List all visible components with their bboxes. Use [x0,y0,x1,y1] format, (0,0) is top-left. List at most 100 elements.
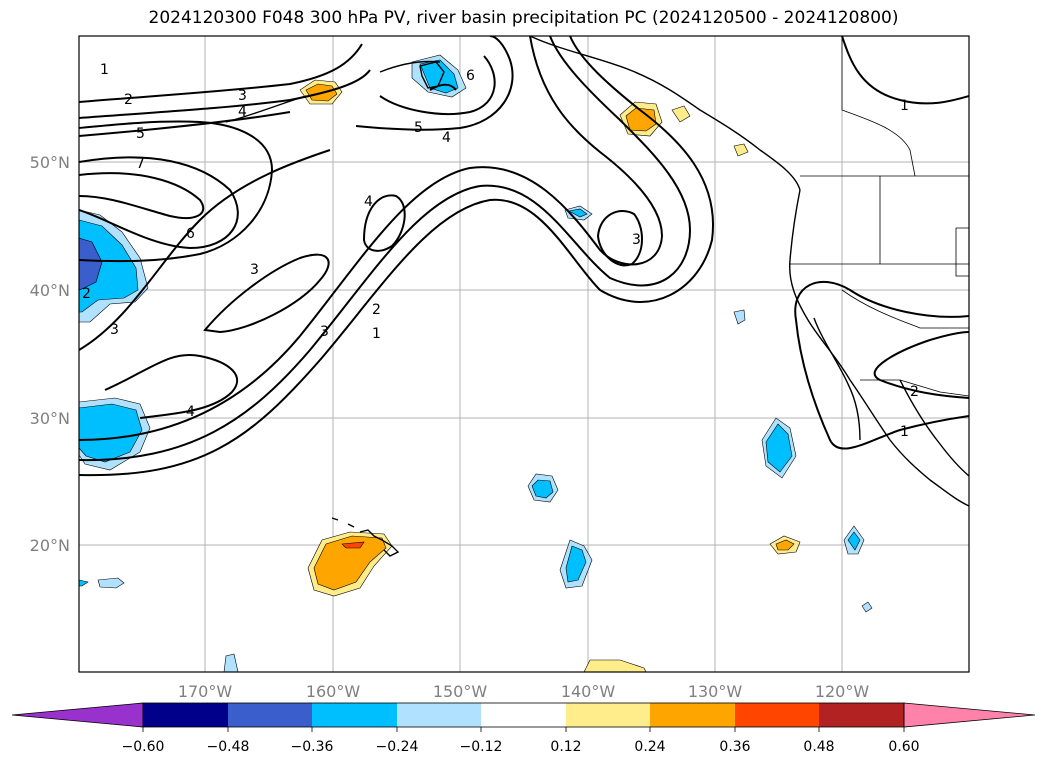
lat-label-50n: 50°N [30,153,70,172]
coast-gulf [899,379,969,477]
patch-negative-baja-core [765,423,793,473]
latitude-labels: 50°N 40°N 30°N 20°N [30,153,70,555]
contour-label: 2 [372,302,381,318]
contour-line [79,36,715,477]
figure-title: 2024120300 F048 300 hPa PV, river basin … [148,8,899,28]
patch-positive-coast [671,105,691,123]
lat-label-30n: 30°N [30,409,70,428]
contour-label: 1 [372,326,381,342]
contour-line [79,36,664,441]
contour-label: 2 [124,92,133,108]
colorbar-tick: 0.24 [634,739,665,755]
patch-positive-hawaii-red [341,541,365,549]
coast-west [788,189,969,507]
patch-positive-hawaii-core [313,535,387,591]
contour-line [429,83,457,91]
coastlines [225,36,969,557]
patch-negative-bottom [223,653,239,672]
map-area [79,36,969,672]
colorbar-tick: 0.60 [888,739,919,755]
colorbar-under-arrow [11,702,144,728]
patch-positive-bc [733,143,749,157]
patch-negative-15n [861,601,873,613]
borders [790,36,969,397]
colorbar-segment [312,703,397,727]
colorbar: −0.60 −0.48 −0.36 −0.24 −0.12 0.12 0.24 … [11,702,1036,755]
patch-negative-small-2 [79,579,89,587]
patch-negative-west-south-core [79,403,143,463]
colorbar-tick: −0.12 [460,739,503,755]
contour-label: 1 [900,98,909,114]
patch-negative-21n-core [847,531,861,551]
contour-label: 6 [186,226,195,242]
lon-label-160w: 160°W [306,682,361,701]
hawaii-islands [331,517,400,557]
colorbar-segment [819,703,904,727]
contour-labels: 1 2 3 4 5 7 6 3 2 3 4 3 2 1 4 5 4 6 3 1 … [82,62,919,440]
contour-line [79,43,363,103]
border-mexico [860,379,969,397]
colorbar-tick: −0.48 [207,739,250,755]
map-frame [78,35,970,673]
patch-negative-small-1 [97,577,125,589]
contour-line [794,281,969,450]
contour-line [79,111,291,137]
colorbar-segment [228,703,312,727]
colorbar-outline [142,702,905,728]
contour-label: 1 [900,424,909,440]
patch-negative-south-hawaii-core [565,545,587,583]
border-state-4 [955,227,969,277]
coast-alaska [529,36,801,191]
contour-label: 3 [250,262,259,278]
patch-negative-38n [733,309,746,325]
lon-label-150w: 150°W [433,682,488,701]
colorbar-segment [650,703,735,727]
patch-negative-west-north-deep [79,237,103,291]
contour-label: 2 [910,384,919,400]
contour-label: 4 [364,194,373,210]
patch-positive-south [583,659,647,672]
contour-label: 7 [136,156,145,172]
colorbar-tick-marks [142,727,905,732]
colorbar-tick: 0.36 [719,739,750,755]
patch-negative-mid-core [568,208,588,218]
contour-line [79,149,331,351]
longitude-labels: 170°W 160°W 150°W 140°W 130°W 120°W [178,682,870,701]
contour-label: 3 [632,232,641,248]
colorbar-segment [143,703,228,727]
island-north [419,61,445,89]
lat-label-20n: 20°N [30,536,70,555]
contour-line [79,172,205,219]
lon-label-120w: 120°W [815,682,870,701]
colorbar-tick: 0.12 [550,739,581,755]
contour-line [379,55,496,115]
patch-negative-24n-core [531,479,554,499]
contour-label: 4 [238,104,247,120]
contour-label: 3 [238,88,247,104]
contour-label: 1 [100,62,109,78]
colorbar-segment [481,703,566,727]
colorbar-tick: −0.60 [122,739,165,755]
border-state-3 [841,289,969,329]
contour-line [203,253,330,334]
colorbar-over-arrow [903,702,1036,728]
contour-line [79,120,274,263]
pv-contours [79,36,969,477]
contour-label: 2 [82,286,91,302]
contour-line [355,36,514,131]
patch-positive-20n-core [775,539,795,551]
contour-line [362,194,406,252]
contour-label: 4 [442,130,451,146]
contour-label: 3 [110,322,119,338]
contour-line [104,353,239,419]
aleutians [225,95,307,123]
border-canada-prov [841,36,916,177]
lon-label-170w: 170°W [178,682,233,701]
colorbar-segment [397,703,481,727]
lon-label-140w: 140°W [561,682,616,701]
contour-line [841,36,969,105]
contour-line [79,156,239,250]
contour-line [596,209,643,267]
coast-baja [813,317,861,441]
